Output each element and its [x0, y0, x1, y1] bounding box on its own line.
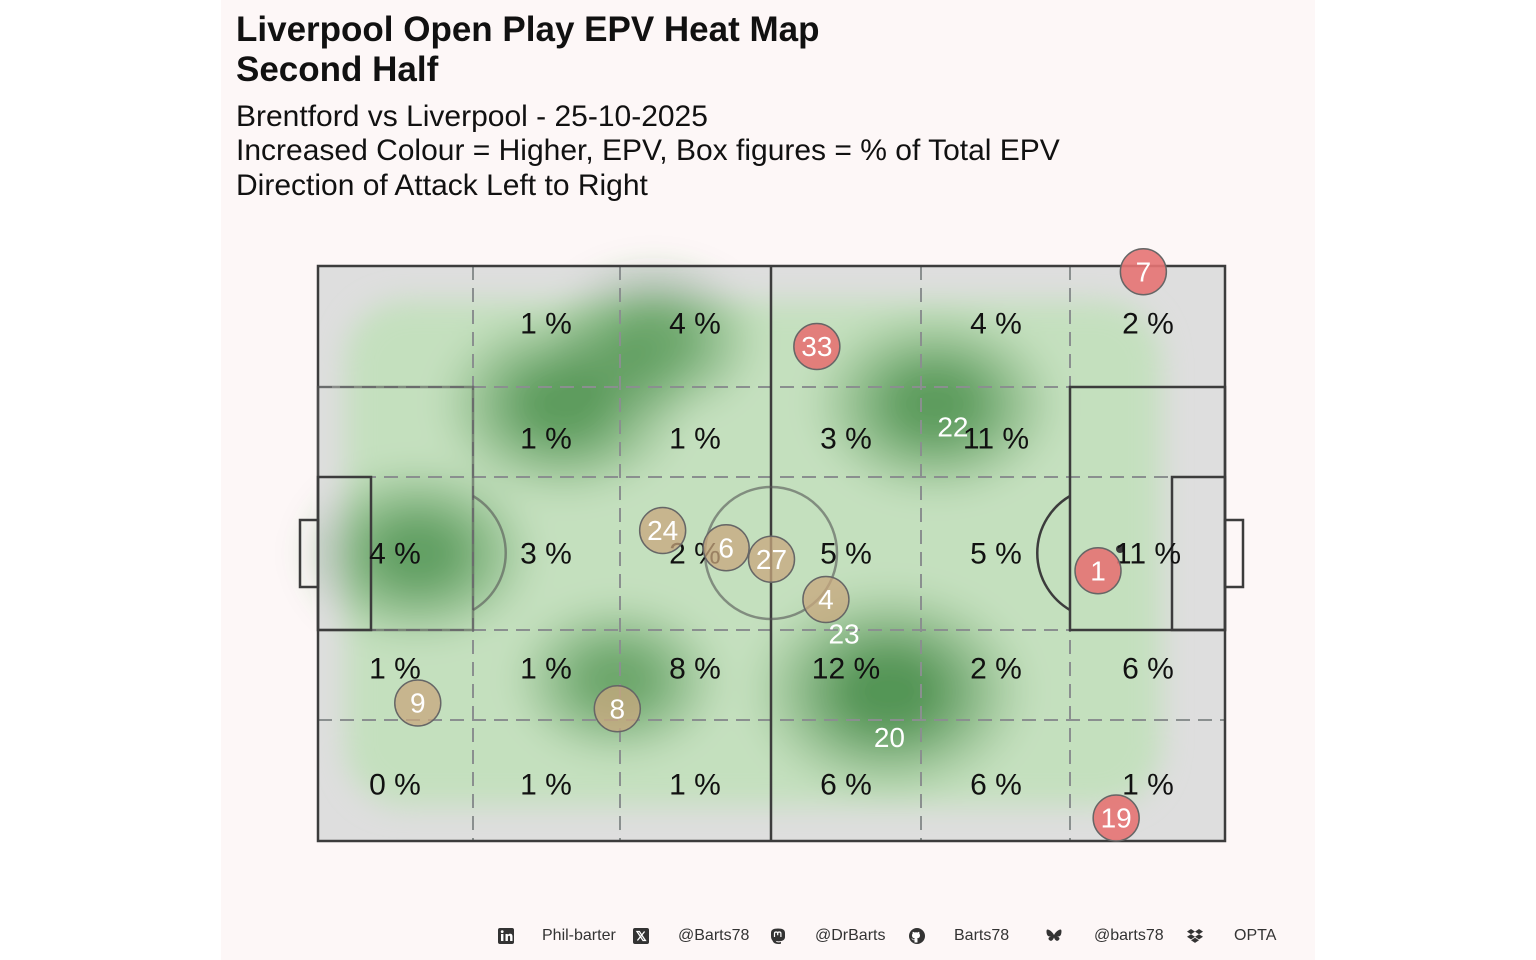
player-marker	[1074, 547, 1122, 595]
player-number-label: 20	[874, 722, 905, 753]
bluesky-icon[interactable]	[1045, 927, 1063, 945]
zone-percentage-label: 8 %	[669, 653, 721, 686]
zone-percentage-label: 1 %	[520, 769, 572, 802]
footer-handle-mastodon[interactable]: @DrBarts	[815, 927, 886, 944]
zone-percentage-label: 1 %	[1122, 769, 1174, 802]
match-subtitle: Brentford vs Liverpool - 25-10-2025	[236, 100, 708, 133]
player-marker	[638, 506, 687, 555]
zone-percentage-label: 1 %	[520, 308, 572, 341]
right-penalty-arc	[1036, 494, 1071, 612]
chart-title-line2: Second Half	[236, 50, 439, 89]
player-number-label: 23	[828, 619, 859, 650]
left-goal	[298, 518, 320, 589]
player-number-label: 6	[718, 532, 734, 563]
footer-handle-linkedin[interactable]: Phil-barter	[542, 927, 616, 944]
player-marker	[793, 322, 841, 371]
player-number-label: 27	[756, 544, 787, 575]
player-marker	[394, 679, 442, 727]
heat-hotspot	[378, 523, 457, 584]
player-number-label: 24	[647, 515, 678, 546]
player-marker	[802, 575, 850, 624]
footer-handle-bluesky[interactable]: @barts78	[1094, 927, 1164, 944]
zone-percentage-label: 5 %	[820, 538, 872, 571]
zone-percentage-label: 11 %	[963, 423, 1029, 456]
zone-percentage-label: 1 %	[669, 423, 721, 456]
zone-percentage-label: 4 %	[970, 308, 1022, 341]
zone-percentage-label: 6 %	[820, 769, 872, 802]
footer-handle-github[interactable]: Barts78	[954, 927, 1010, 944]
heat-hotspot	[893, 372, 976, 436]
zone-percentage-label: 3 %	[820, 423, 872, 456]
zone-percentage-label: 0 %	[369, 769, 421, 802]
zone-percentage-label: 6 %	[1122, 653, 1174, 686]
zone-percentage-label: 11 %	[1115, 538, 1181, 571]
player-marker	[1119, 248, 1168, 296]
heat-hotspot	[618, 314, 689, 368]
player-markers: 7 33 22 24 6 27 1 4 23 9 8 20 19	[394, 248, 1168, 842]
heat-hotspot	[843, 656, 936, 727]
zone-percentage-label: 1 %	[520, 653, 572, 686]
zone-percentage-label: 3 %	[520, 538, 572, 571]
linkedin-icon[interactable]	[497, 927, 515, 945]
player-number-label: 1	[1090, 555, 1106, 586]
github-icon[interactable]	[908, 927, 926, 945]
player-number-label: 33	[801, 331, 832, 362]
zone-percentage-label: 2 %	[1122, 308, 1174, 341]
zone-percentage-label: 1 %	[669, 769, 721, 802]
footer-handle-x-twitter[interactable]: @Barts78	[678, 927, 750, 944]
right-penalty-spot	[1116, 545, 1124, 553]
dropbox-icon[interactable]	[1186, 927, 1204, 945]
zone-percentage-label: 5 %	[970, 538, 1022, 571]
zone-percentage-label: 4 %	[669, 308, 721, 341]
player-marker	[702, 524, 750, 572]
legend-note: Increased Colour = Higher, EPV, Box figu…	[236, 134, 1060, 167]
pitch-markings	[298, 264, 1245, 843]
player-marker	[1092, 794, 1140, 842]
player-number-label: 9	[410, 688, 426, 719]
zone-percentage-label: 12 %	[812, 653, 880, 686]
zone-percentage-label: 6 %	[970, 769, 1022, 802]
zone-percentage-label: 2 %	[970, 653, 1022, 686]
zone-percentage-label: 4 %	[369, 538, 421, 571]
attack-direction-note: Direction of Attack Left to Right	[236, 169, 648, 202]
player-number-label: 8	[610, 693, 626, 724]
player-number-label: 4	[818, 584, 834, 615]
left-penalty-arc	[472, 494, 507, 612]
chart-title: Liverpool Open Play EPV Heat Map	[236, 10, 820, 49]
footer-handle-dropbox[interactable]: OPTA	[1234, 927, 1277, 944]
player-marker	[593, 685, 642, 733]
mastodon-icon[interactable]	[769, 927, 787, 945]
x-twitter-icon[interactable]	[632, 927, 650, 945]
right-goal	[1223, 518, 1245, 589]
zone-percentage-label: 1 %	[520, 423, 572, 456]
player-number-label: 7	[1136, 256, 1152, 287]
zone-labels: 1 % 4 % 4 % 2 %1 % 1 % 3 % 11 %4 % 3 % 2 % 5 % 5 %…	[369, 308, 1181, 802]
player-number-label: 19	[1101, 803, 1132, 834]
player-number-label: 22	[937, 412, 968, 443]
player-marker	[747, 535, 796, 583]
